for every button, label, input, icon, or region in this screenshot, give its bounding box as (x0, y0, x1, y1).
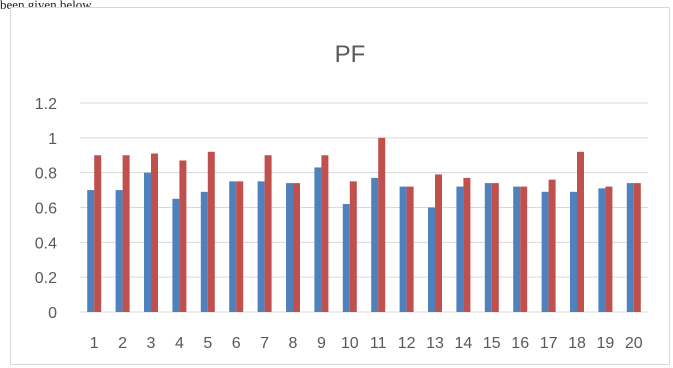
bar-series-2-cat-3 (151, 153, 158, 312)
x-tick-label: 3 (147, 335, 156, 352)
bar-series-1-cat-7 (257, 181, 265, 312)
bar-series-2-cat-11 (378, 137, 386, 312)
bar-series-1-cat-14 (456, 186, 464, 312)
y-tick-label: 0 (48, 305, 57, 322)
x-tick-label: 9 (317, 335, 326, 352)
bar-series-1-cat-15 (484, 183, 492, 312)
x-tick-label: 8 (289, 335, 298, 352)
bar-series-2-cat-14 (463, 177, 471, 312)
x-tick-label: 4 (175, 335, 184, 352)
bar-series-1-cat-12 (399, 186, 407, 312)
bar-series-1-cat-11 (371, 177, 379, 312)
x-tick-label: 12 (398, 335, 416, 352)
bar-series-2-cat-7 (264, 155, 272, 312)
bar-series-1-cat-16 (513, 186, 521, 312)
x-tick-label: 18 (568, 335, 586, 352)
y-tick-label: 0.4 (35, 235, 57, 252)
x-tick-label: 19 (597, 335, 615, 352)
x-tick-label: 7 (260, 335, 269, 352)
y-tick-label: 0.2 (35, 270, 57, 287)
x-tick-label: 20 (625, 335, 643, 352)
x-tick-label: 13 (426, 335, 444, 352)
bar-series-1-cat-3 (144, 172, 151, 312)
bar-series-1-cat-17 (541, 191, 549, 312)
bar-series-2-cat-10 (349, 181, 357, 312)
bar-series-1-cat-19 (598, 188, 606, 312)
bar-series-2-cat-16 (520, 186, 528, 312)
bar-series-2-cat-19 (605, 186, 613, 312)
x-tick-label: 11 (370, 335, 387, 352)
bar-series-1-cat-4 (172, 198, 180, 312)
bar-series-2-cat-1 (94, 155, 102, 312)
y-tick-label: 1.2 (35, 96, 57, 113)
bar-series-2-cat-4 (179, 160, 187, 312)
bar-series-2-cat-6 (236, 181, 244, 312)
x-tick-label: 6 (232, 335, 241, 352)
bar-series-2-cat-15 (491, 183, 499, 312)
chart-title: PF (335, 41, 366, 68)
bar-series-2-cat-12 (406, 186, 414, 312)
bar-series-2-cat-9 (321, 155, 329, 312)
bar-series-1-cat-13 (428, 207, 435, 312)
bar-series-1-cat-8 (286, 183, 293, 312)
bar-series-2-cat-13 (435, 174, 442, 312)
bar-series-1-cat-2 (115, 190, 123, 312)
bar-series-1-cat-18 (570, 191, 577, 312)
x-tick-label: 17 (540, 335, 558, 352)
x-tick-label: 1 (90, 335, 99, 352)
x-tick-label: 10 (341, 335, 359, 352)
bar-series-2-cat-5 (207, 151, 215, 312)
bar-series-2-cat-18 (577, 151, 584, 312)
bar-series-2-cat-8 (293, 183, 300, 312)
bar-series-1-cat-10 (342, 204, 350, 312)
bar-series-1-cat-9 (314, 167, 322, 312)
bar-series-2-cat-17 (548, 179, 556, 312)
bar-series-2-cat-20 (633, 183, 641, 312)
x-tick-label: 16 (511, 335, 529, 352)
x-tick-label: 15 (483, 335, 501, 352)
bar-series-1-cat-1 (87, 190, 95, 312)
bar-series-2-cat-2 (122, 155, 130, 312)
y-tick-label: 1 (48, 131, 57, 148)
x-tick-label: 2 (118, 335, 127, 352)
bar-series-1-cat-6 (229, 181, 237, 312)
x-tick-label: 5 (203, 335, 212, 352)
bar-series-1-cat-20 (626, 183, 634, 312)
x-tick-label: 14 (455, 335, 473, 352)
y-tick-label: 0.8 (35, 166, 57, 183)
bar-series-1-cat-5 (200, 191, 208, 312)
y-tick-label: 0.6 (35, 201, 57, 218)
